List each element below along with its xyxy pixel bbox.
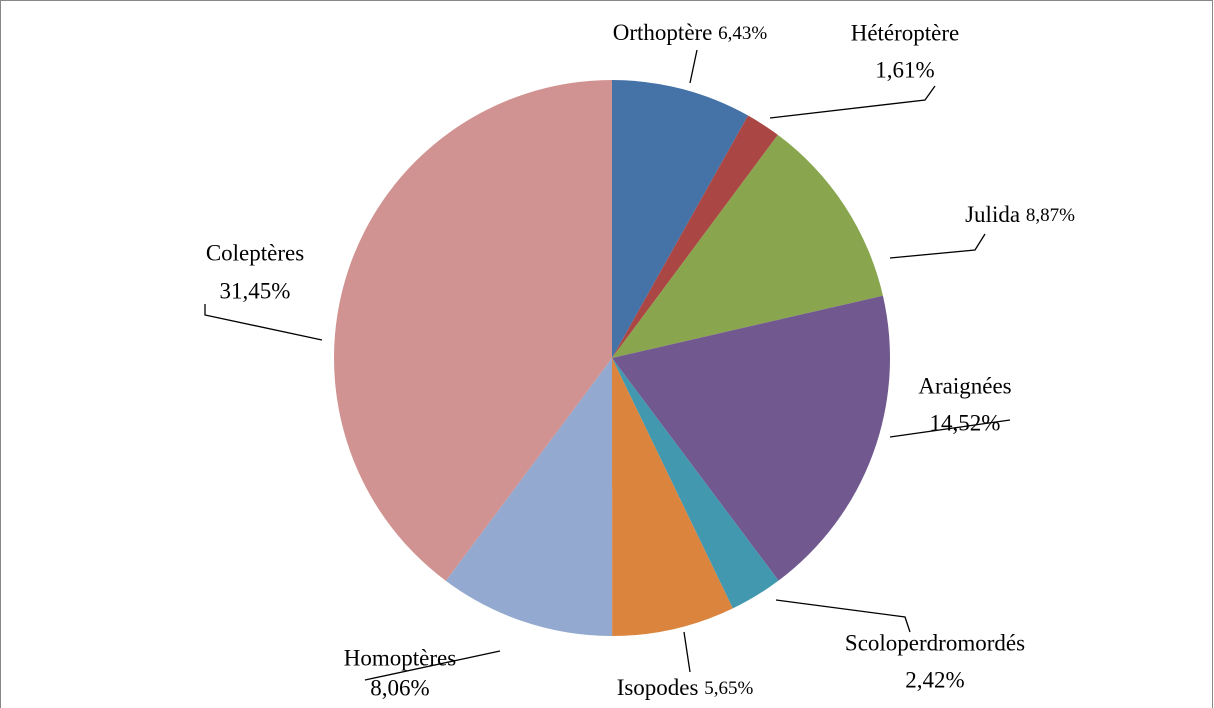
category-label: Hétéroptère — [851, 20, 960, 45]
slice-label: Orthoptère 6,43% — [613, 20, 768, 45]
category-label: Homoptères — [344, 645, 456, 670]
leader-line — [769, 85, 936, 119]
value-label: 6,43% — [718, 23, 767, 44]
pie-slice — [612, 358, 733, 636]
value-label: 14,52% — [930, 410, 1001, 435]
slice-label: Julida 8,87% — [965, 202, 1075, 227]
leader-line — [689, 49, 698, 84]
pie-slice — [612, 80, 749, 358]
leader-line — [889, 233, 986, 259]
category-label: Coleptères — [206, 240, 304, 265]
value-label: 31,45% — [220, 278, 291, 303]
leader-line — [889, 419, 1011, 438]
category-label: Isopodes — [617, 675, 699, 700]
leader-line — [204, 304, 323, 341]
leader-line — [775, 599, 911, 633]
value-label: 8,06% — [370, 675, 429, 700]
leader-line — [683, 631, 691, 673]
pie-slice — [612, 115, 778, 358]
category-label: Scoloperdromordés — [845, 630, 1025, 655]
pie-slice — [612, 295, 890, 581]
category-label: Julida — [965, 202, 1020, 227]
value-label: 8,87% — [1026, 205, 1075, 226]
leader-line — [364, 650, 501, 681]
pie-slice — [333, 80, 612, 581]
slice-label: Isopodes 5,65% — [617, 675, 754, 700]
pie-slice — [612, 358, 779, 609]
value-label: 1,61% — [875, 57, 934, 82]
category-label: Orthoptère — [613, 20, 713, 45]
pie-slice — [445, 358, 613, 636]
category-label: Araignées — [918, 373, 1011, 398]
value-label: 2,42% — [905, 667, 964, 692]
pie-slice — [612, 134, 883, 358]
value-label: 5,65% — [704, 678, 753, 699]
